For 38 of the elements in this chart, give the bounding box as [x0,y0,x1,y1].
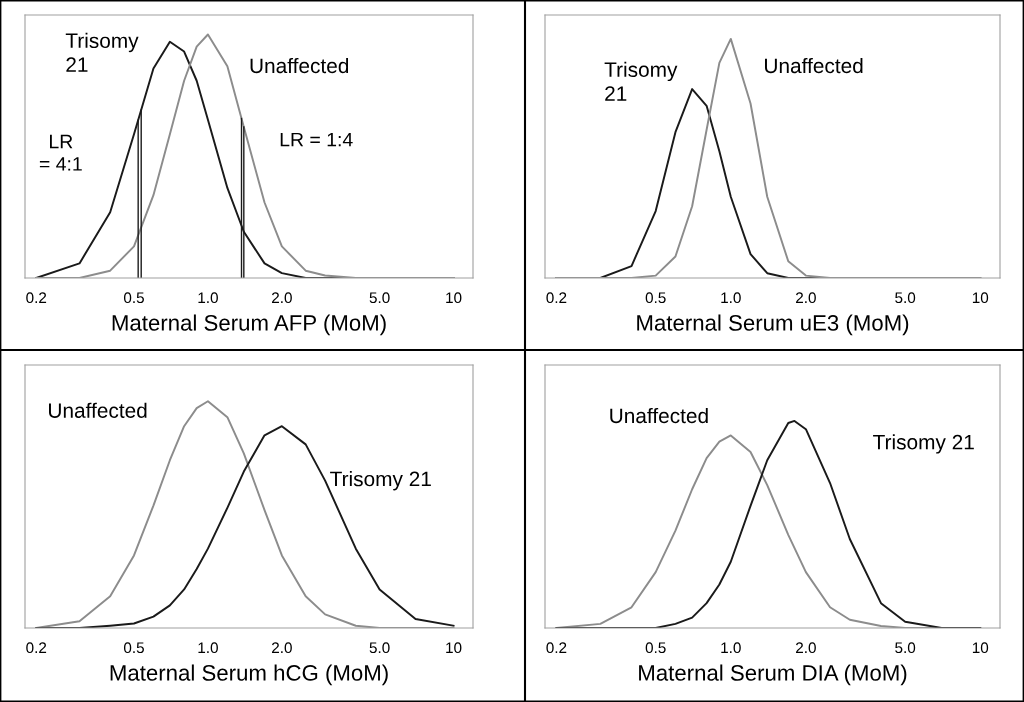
x-tick-label: 1.0 [198,642,218,654]
x-tick-label: 0.5 [123,292,144,304]
series-label: Unaffected [49,402,147,418]
x-tick-label: 10 [446,292,462,304]
x-tick-label: 10 [972,642,989,654]
x-tick-label: 5.0 [369,292,390,304]
x-tick-label: 1.0 [721,642,741,654]
series-label: Trisomy 21 [330,471,431,491]
x-tick-label: 2.0 [272,642,292,654]
x-tick-label: 0.2 [26,292,47,304]
series-label: Unaffected [765,57,863,74]
series-label: Unaffected [610,407,708,424]
x-tick-label: 10 [446,642,462,654]
series-label: Trisomy 21 [65,32,139,72]
x-axis-title: Maternal Serum AFP (MoM) [112,314,386,336]
x-tick-label: 5.0 [369,642,390,654]
x-tick-label: 0.5 [645,642,666,654]
x-tick-label: 0.2 [546,292,567,304]
series-label: Trisomy 21 [604,61,678,101]
x-axis-title: Maternal Serum DIA (MoM) [639,664,907,686]
x-tick-label: 2.0 [796,292,816,304]
x-tick-label: 5.0 [895,642,916,654]
x-tick-label: 0.5 [123,642,144,654]
annotation: LR = 4:1 [39,134,82,171]
x-axis-title: Maternal Serum hCG (MoM) [110,664,388,686]
annotation: LR = 1:4 [280,132,353,147]
x-tick-label: 2.0 [796,642,816,654]
x-tick-label: 2.0 [272,292,292,304]
x-tick-label: 0.5 [645,292,666,304]
x-tick-label: 1.0 [198,292,218,304]
x-tick-label: 1.0 [721,292,741,304]
x-tick-label: 5.0 [895,292,916,304]
x-tick-label: 0.2 [546,642,567,654]
series-label: Unaffected [250,57,349,74]
text: Trisomy 21 [873,434,974,454]
x-tick-label: 0.2 [26,642,47,654]
x-tick-label: 10 [972,292,989,304]
x-axis-title: Maternal Serum uE3 (MoM) [637,314,909,336]
